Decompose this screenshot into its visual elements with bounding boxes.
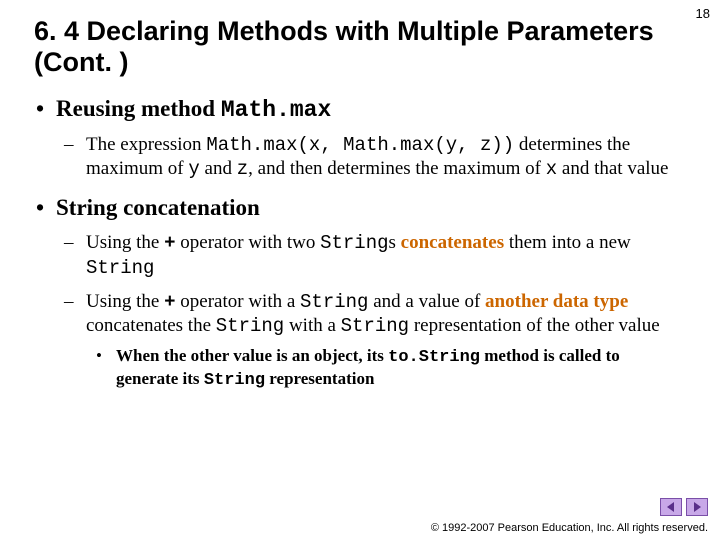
code-plus: +: [164, 232, 175, 254]
text: String concatenation: [56, 195, 260, 220]
code-string: String: [300, 291, 368, 313]
slide-title: 6. 4 Declaring Methods with Multiple Par…: [0, 0, 720, 78]
text: Reusing method: [56, 96, 221, 121]
code-x: x: [546, 158, 557, 180]
code-string: String: [86, 257, 154, 279]
code-plus: +: [164, 291, 175, 313]
text: concatenates the: [86, 315, 216, 336]
code-mathmax: Math.max: [221, 97, 331, 123]
text: representation of the other value: [409, 315, 660, 336]
text: operator with a: [176, 291, 301, 312]
text: , and then determines the maximum of: [248, 158, 546, 179]
copyright-footer: © 1992-2007 Pearson Education, Inc. All …: [431, 522, 708, 534]
text: Using the: [86, 232, 164, 253]
bullet-string-concatenation: String concatenation Using the + operato…: [56, 195, 686, 391]
code-string: String: [341, 315, 409, 337]
text: operator with two: [176, 232, 321, 253]
code-z: z: [237, 158, 248, 180]
code-string: String: [204, 371, 265, 390]
text: and a value of: [368, 291, 485, 312]
code-strings: String: [320, 232, 388, 254]
code-string: String: [216, 315, 284, 337]
prev-button[interactable]: [660, 498, 682, 516]
next-button[interactable]: [686, 498, 708, 516]
highlight-another-data-type: another data type: [485, 291, 628, 312]
highlight-concatenates: concatenates: [396, 232, 504, 253]
triangle-left-icon: [665, 501, 677, 513]
code-tostring: to.String: [388, 348, 480, 367]
bullet-reusing-mathmax: Reusing method Math.max The expression M…: [56, 96, 686, 181]
subbullet-plus-other-type: Using the + operator with a String and a…: [86, 290, 686, 392]
slide-content: Reusing method Math.max The expression M…: [0, 78, 720, 392]
text: with a: [284, 315, 340, 336]
triangle-right-icon: [691, 501, 703, 513]
text: The expression: [86, 134, 206, 155]
text: and that value: [557, 158, 668, 179]
subbullet-mathmax-expression: The expression Math.max(x, Math.max(y, z…: [86, 133, 686, 181]
text: When the other value is an object, its: [116, 346, 388, 365]
text: and: [200, 158, 237, 179]
text: s: [389, 232, 396, 253]
subbullet-plus-two-strings: Using the + operator with two Strings co…: [86, 231, 686, 279]
text: them into a new: [504, 232, 631, 253]
subsubbullet-tostring: When the other value is an object, its t…: [116, 346, 686, 391]
text: representation: [265, 369, 374, 388]
text: Using the: [86, 291, 164, 312]
nav-buttons: [660, 498, 708, 516]
code-y: y: [188, 158, 199, 180]
code-expression: Math.max(x, Math.max(y, z)): [206, 134, 514, 156]
page-number: 18: [696, 6, 710, 21]
